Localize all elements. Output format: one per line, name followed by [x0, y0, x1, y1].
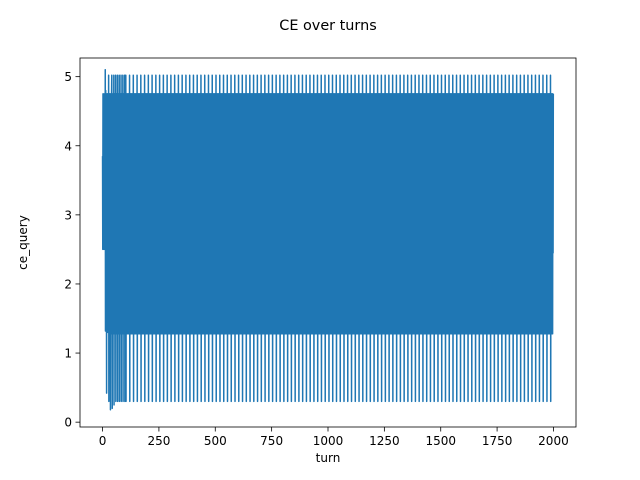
y-tick-label: 2 — [64, 277, 72, 291]
x-tick-label: 1500 — [425, 434, 456, 448]
x-tick-label: 2000 — [538, 434, 569, 448]
y-tick-label: 0 — [64, 416, 72, 430]
y-axis-title: ce_query — [16, 215, 30, 270]
y-tick-label: 1 — [64, 347, 72, 361]
y-tick-label: 4 — [64, 139, 72, 153]
x-tick-label: 1000 — [313, 434, 344, 448]
x-tick-label: 1250 — [369, 434, 400, 448]
x-tick-label: 750 — [260, 434, 283, 448]
y-tick-label: 5 — [64, 70, 72, 84]
x-tick-label: 1750 — [482, 434, 513, 448]
x-axis-title: turn — [316, 451, 341, 465]
chart-title: CE over turns — [279, 18, 376, 34]
series-line — [101, 69, 555, 411]
x-tick-label: 250 — [147, 434, 170, 448]
series-lines — [101, 69, 555, 411]
x-axis-ticks: 0 250 500 750 1000 1250 1500 1750 2000 — [99, 427, 569, 448]
x-tick-label: 0 — [99, 434, 107, 448]
x-tick-label: 500 — [204, 434, 227, 448]
y-tick-label: 3 — [64, 208, 72, 222]
y-axis-ticks: 0 1 2 3 4 5 — [64, 70, 80, 430]
